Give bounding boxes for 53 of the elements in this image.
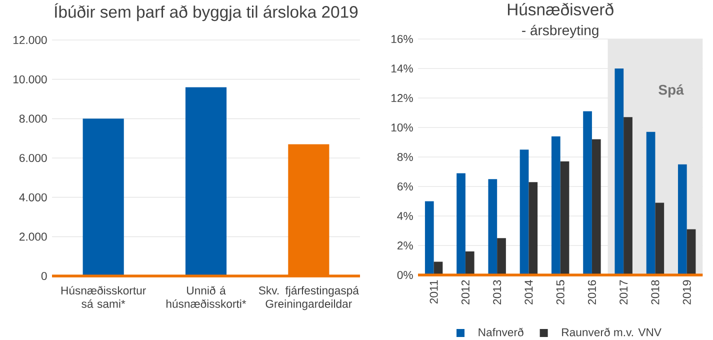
y-tick-label: 10% [391, 123, 413, 132]
bar [528, 182, 538, 275]
y-tick-label: 12% [391, 94, 413, 102]
y-tick-label: 10.000 [13, 75, 47, 84]
x-tick-label: 2013 [493, 280, 502, 304]
bar [560, 161, 570, 275]
bar [465, 251, 474, 275]
bar [614, 68, 624, 275]
chart-title: Húsnæðisverð [508, 2, 614, 16]
x-tick-label: Unnið á húsnæðisskorti* [166, 286, 246, 308]
legend-label: Raunverð m.v. VNV [562, 328, 662, 336]
y-tick-label: 0% [397, 270, 413, 280]
chart-title: Íbúðir sem þarf að byggja til ársloka 2019 [54, 3, 358, 22]
bar [678, 164, 687, 275]
y-tick-label: 8.000 [19, 114, 47, 123]
x-tick-label: 2014 [524, 280, 533, 304]
x-tick-label: 2019 [682, 280, 691, 304]
y-tick-label: 4% [397, 212, 413, 220]
bar [646, 132, 656, 275]
chart-subtitle: - ársbreyting [522, 24, 598, 38]
x-tick-label: 2011 [430, 280, 438, 304]
bar [686, 229, 696, 275]
x-tick-label: 2016 [588, 280, 596, 304]
y-tick-label: 2.000 [20, 232, 47, 241]
bar [655, 202, 664, 275]
bar [497, 238, 506, 275]
bar [520, 150, 529, 275]
x-tick-label: Skv. fjárfestingaspá Greiningardeildar [258, 286, 359, 310]
y-tick-label: 2% [397, 242, 413, 250]
bar [624, 117, 632, 275]
bar [82, 118, 124, 276]
bar [185, 87, 227, 276]
bar [456, 173, 466, 275]
y-tick-label: 4.000 [19, 193, 47, 202]
bar [424, 201, 434, 275]
bar [551, 136, 560, 275]
x-tick-label: Húsnæðisskortur sá sami* [61, 286, 146, 308]
band-label: Spá [658, 84, 684, 98]
bar [583, 111, 592, 275]
x-tick-label: 2017 [620, 280, 628, 304]
y-tick-label: 8% [397, 153, 413, 162]
bar [592, 139, 601, 275]
x-tick-label: 2015 [556, 280, 564, 304]
y-tick-label: 12.000 [13, 36, 47, 44]
y-tick-label: 6% [398, 182, 413, 191]
x-tick-label: 2012 [461, 280, 470, 304]
y-tick-label: 14% [391, 64, 413, 72]
y-tick-label: 6.000 [20, 154, 47, 162]
y-tick-label: 16% [391, 35, 413, 44]
x-tick-label: 2018 [651, 280, 660, 304]
y-tick-label: 0 [41, 272, 47, 280]
bar [488, 179, 498, 275]
legend-label: Nafnverð [478, 328, 524, 336]
